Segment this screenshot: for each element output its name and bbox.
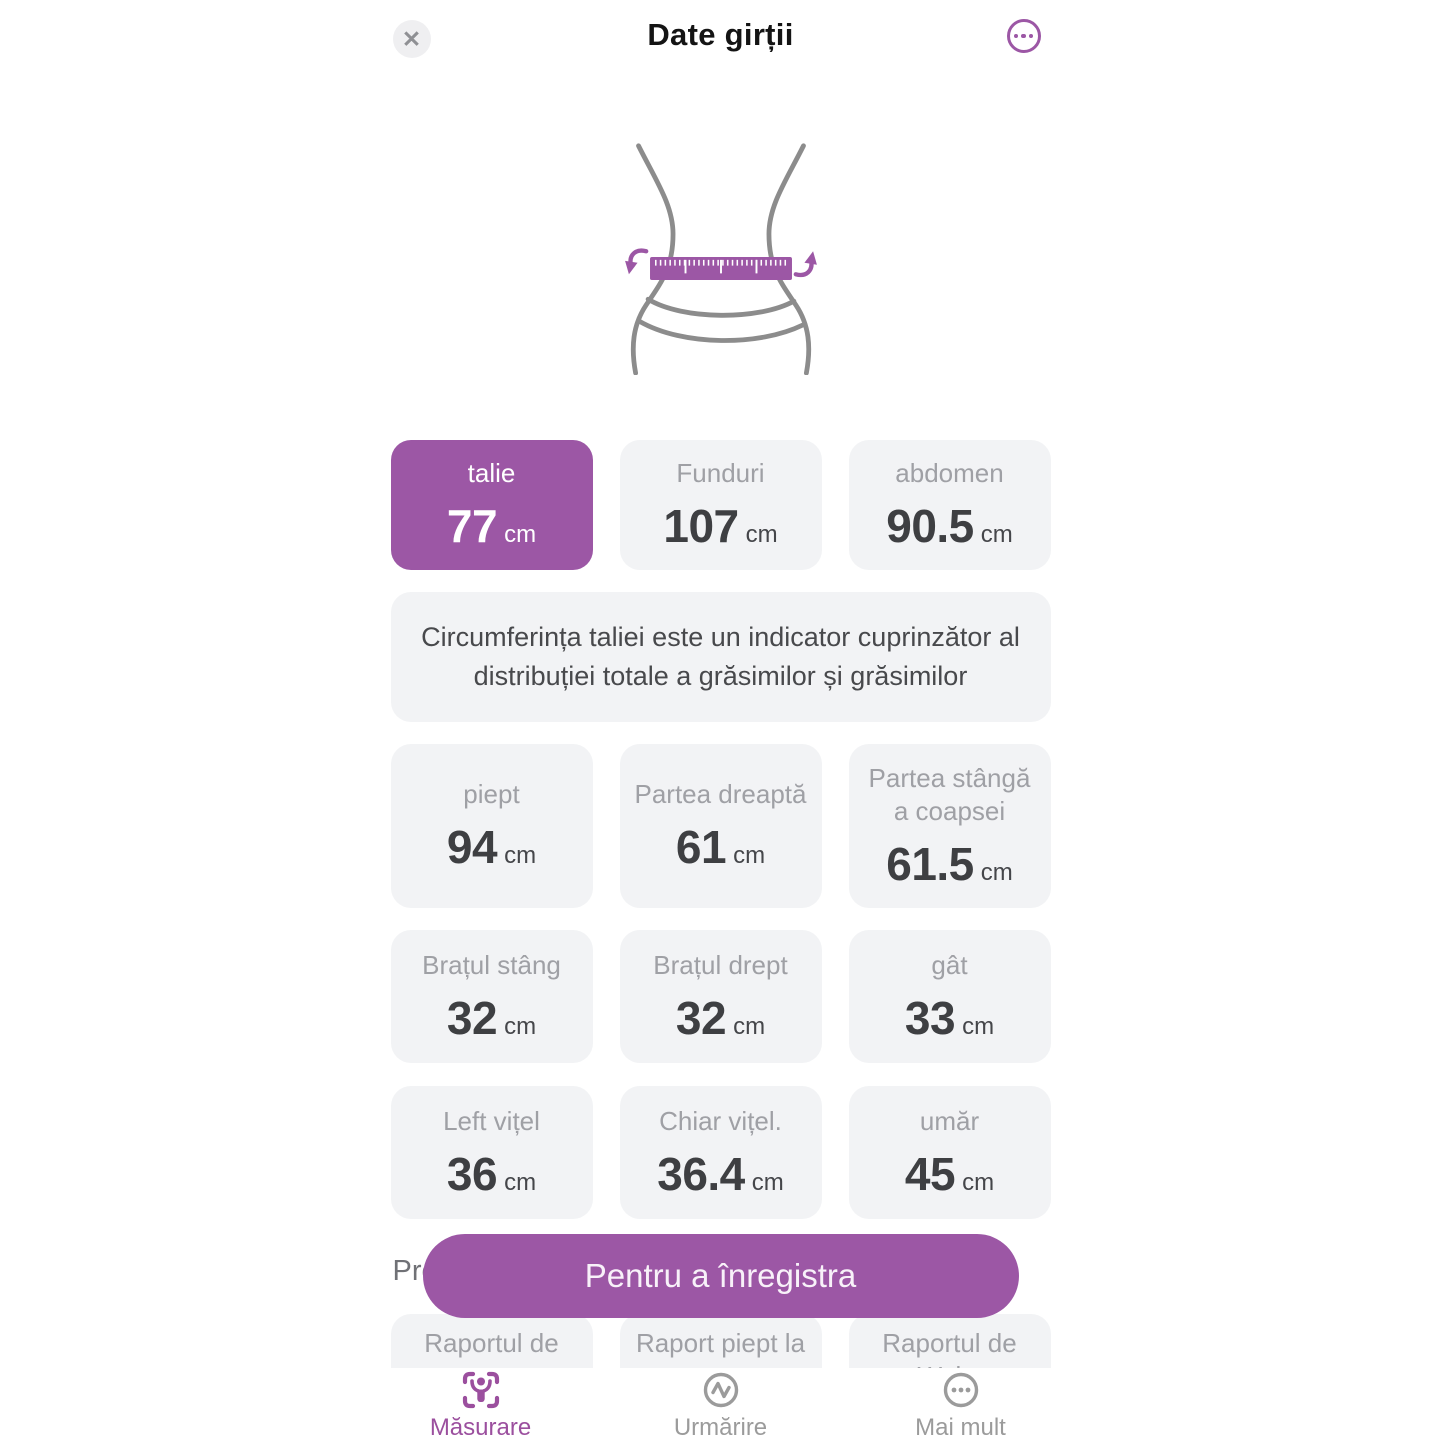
card-label: Partea stângă a coapsei <box>868 762 1031 826</box>
card-label: gât <box>931 949 968 980</box>
nav-item-masurare[interactable]: Măsurare <box>391 1368 571 1446</box>
card-label: Brațul drept <box>653 949 788 980</box>
card-label: umăr <box>919 1105 980 1136</box>
footer-zone: Pro Raportul de Raport piept la Raportul… <box>390 1219 1051 1446</box>
card-unit: cm <box>504 1168 537 1196</box>
measurement-description-card: Circumferința taliei este un indicator c… <box>390 592 1051 722</box>
card-value: 107 <box>663 500 739 552</box>
card-value: 32 <box>446 991 498 1044</box>
card-unit: cm <box>980 521 1013 548</box>
measurement-card-gat[interactable]: gât 33 cm <box>848 930 1051 1063</box>
nav-item-urmarire[interactable]: Urmărire <box>631 1368 811 1446</box>
card-unit: cm <box>962 1012 995 1040</box>
card-unit: cm <box>745 521 778 548</box>
close-button[interactable]: ✕ <box>392 20 431 58</box>
card-value: 45 <box>904 1147 956 1200</box>
measurement-card-abdomen[interactable]: abdomen 90.5 cm <box>848 440 1051 570</box>
card-unit: cm <box>962 1168 995 1196</box>
card-label: Raport piept la <box>635 1328 806 1358</box>
measurement-card-talie[interactable]: talie 77 cm <box>390 440 593 570</box>
card-value: 32 <box>675 991 727 1044</box>
card-label: Funduri <box>676 458 765 488</box>
card-label: Left vițel <box>443 1105 540 1136</box>
card-value: 36 <box>446 1147 498 1200</box>
bottom-nav: Măsurare Urmărire <box>390 1368 1051 1446</box>
measurement-row-2: piept 94 cm Partea dreaptă 61 cm Partea st… <box>390 744 1051 908</box>
more-options-button[interactable] <box>1006 19 1041 53</box>
card-label: Chiar vițel. <box>659 1105 782 1136</box>
nav-item-mai-mult[interactable]: Mai mult <box>871 1368 1051 1446</box>
card-label: talie <box>467 458 516 488</box>
page-title: Date girții <box>647 17 794 52</box>
card-unit: cm <box>751 1168 784 1196</box>
waist-illustration-svg <box>624 143 817 376</box>
card-label: piept <box>463 779 520 809</box>
card-label: Partea dreaptă <box>634 779 807 809</box>
nav-label: Mai mult <box>915 1414 1006 1441</box>
ellipsis-circle-icon <box>941 1370 981 1413</box>
measurement-card-bratul-drept[interactable]: Brațul drept 32 cm <box>619 930 822 1063</box>
card-label: abdomen <box>895 458 1004 488</box>
measurement-card-bratul-stang[interactable]: Brațul stâng 32 cm <box>390 930 593 1063</box>
card-value: 33 <box>904 991 956 1044</box>
pulse-circle-icon <box>701 1370 741 1413</box>
card-label: Brațul stâng <box>422 949 561 980</box>
card-value: 61.5 <box>886 837 974 890</box>
card-unit: cm <box>733 842 766 869</box>
card-value: 61 <box>675 821 727 873</box>
card-value: 77 <box>446 500 498 552</box>
card-unit: cm <box>980 858 1013 886</box>
card-value: 36.4 <box>657 1147 745 1200</box>
waist-measuring-tape-illustration <box>581 140 861 376</box>
measurement-card-funduri[interactable]: Funduri 107 cm <box>619 440 822 570</box>
girth-data-screen: ✕ Date girții <box>390 0 1051 1450</box>
nav-label: Măsurare <box>429 1414 532 1441</box>
card-unit: cm <box>504 842 537 869</box>
measurement-card-chiar-vitel[interactable]: Chiar vițel. 36.4 cm <box>619 1086 822 1219</box>
card-unit: cm <box>504 1012 537 1040</box>
record-button[interactable]: Pentru a înregistra <box>422 1234 1019 1318</box>
measurement-card-partea-dreapta[interactable]: Partea dreaptă 61 cm <box>619 744 822 908</box>
body-scan-icon <box>461 1370 501 1413</box>
card-value: 90.5 <box>886 500 974 552</box>
top-bar: ✕ Date girții <box>391 0 1051 60</box>
ellipsis-icon <box>1013 33 1034 39</box>
card-value: 94 <box>446 821 498 873</box>
measurement-card-piept[interactable]: piept 94 cm <box>390 744 593 908</box>
card-label: Raportul de <box>424 1328 559 1358</box>
card-unit: cm <box>733 1012 766 1040</box>
measurement-card-partea-stanga-coapsei[interactable]: Partea stângă a coapsei 61.5 cm <box>848 744 1051 908</box>
measurement-row-1: talie 77 cm Funduri 107 cm abdomen 90.5 cm <box>390 440 1051 570</box>
measurement-card-umar[interactable]: umăr 45 cm <box>848 1086 1051 1219</box>
card-unit: cm <box>504 521 537 548</box>
measurement-description: Circumferința taliei este un indicator c… <box>421 622 1020 691</box>
measurement-card-left-vitel[interactable]: Left vițel 36 cm <box>390 1086 593 1219</box>
measurement-row-4: Left vițel 36 cm Chiar vițel. 36.4 cm umăr… <box>390 1086 1051 1219</box>
measurement-row-3: Brațul stâng 32 cm Brațul drept 32 cm gât … <box>390 930 1051 1063</box>
nav-label: Urmărire <box>673 1414 768 1441</box>
